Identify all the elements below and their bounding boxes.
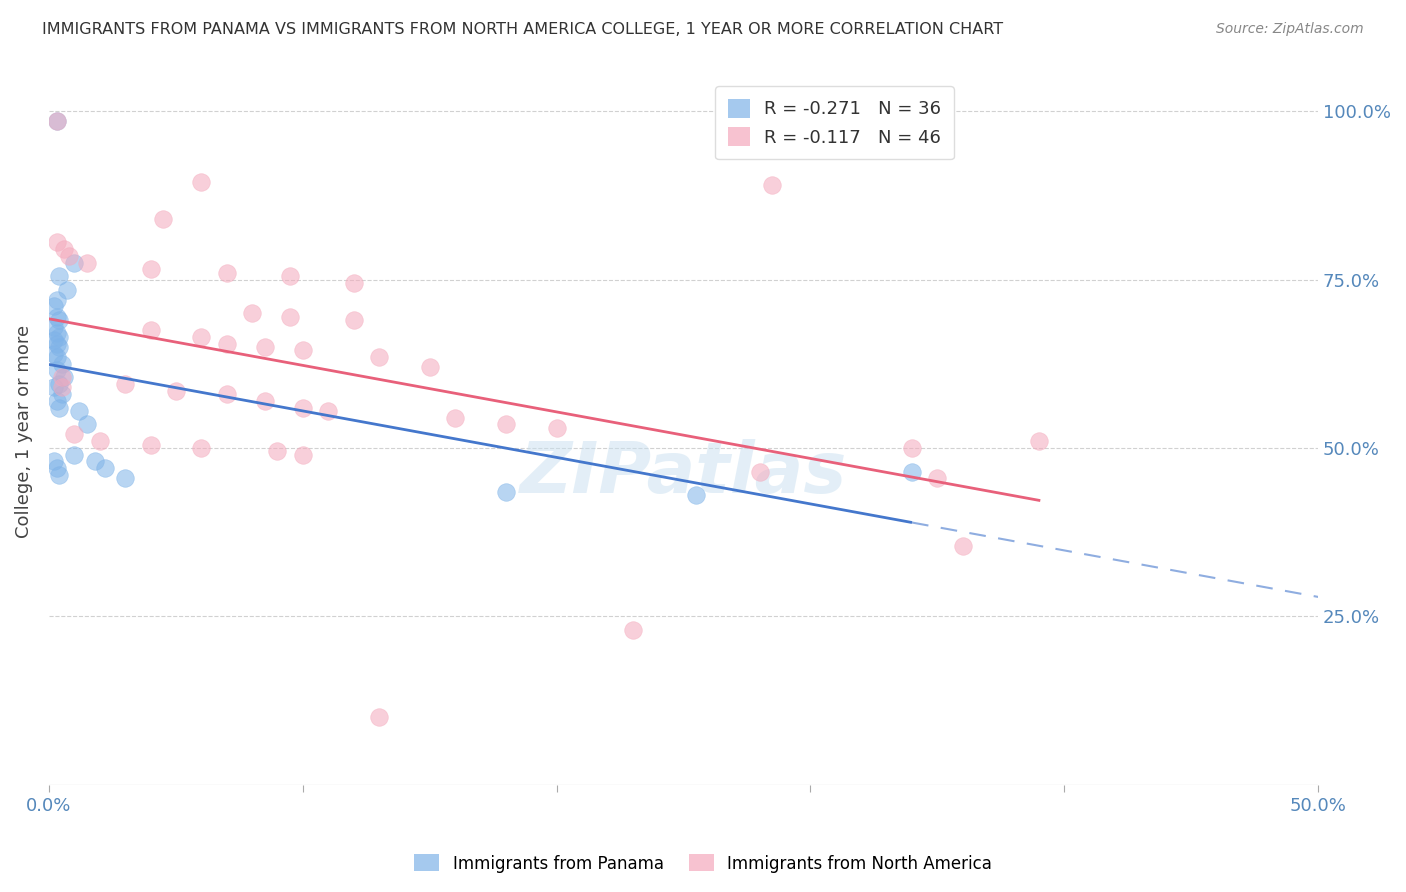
Point [45,363,67,377]
Point [45,393,67,408]
Point [45,310,67,324]
Point [952,539,974,553]
Point [53,242,76,256]
Point [76,417,98,432]
Point [621,623,644,637]
Point [114,376,136,391]
Point [48,401,70,415]
Point [901,465,924,479]
Text: Source: ZipAtlas.com: Source: ZipAtlas.com [1216,22,1364,37]
Point [114,471,136,485]
Point [685,488,707,502]
Point [83,454,105,468]
Point [45,114,67,128]
Point [48,269,70,284]
Point [152,211,174,226]
Point [901,441,924,455]
Y-axis label: College, 1 year or more: College, 1 year or more [15,325,32,538]
Point [139,262,162,277]
Text: ZIPatlas: ZIPatlas [520,439,848,508]
Legend: R = -0.271   N = 36, R = -0.117   N = 46: R = -0.271 N = 36, R = -0.117 N = 46 [716,87,953,160]
Point [51,380,73,394]
Point [45,293,67,307]
Point [63,427,86,442]
Point [165,384,187,398]
Point [42,346,65,360]
Point [76,255,98,269]
Point [42,319,65,334]
Point [368,350,391,364]
Point [45,350,67,364]
Point [342,276,364,290]
Point [67,404,90,418]
Point [444,410,467,425]
Point [48,376,70,391]
Point [55,283,77,297]
Point [546,421,568,435]
Point [45,336,67,351]
Point [495,484,517,499]
Point [190,175,212,189]
Point [51,370,73,384]
Point [291,401,314,415]
Point [42,380,65,394]
Point [266,444,288,458]
Point [45,235,67,250]
Point [139,437,162,451]
Point [42,454,65,468]
Point [215,387,238,401]
Text: IMMIGRANTS FROM PANAMA VS IMMIGRANTS FROM NORTH AMERICA COLLEGE, 1 YEAR OR MORE : IMMIGRANTS FROM PANAMA VS IMMIGRANTS FRO… [42,22,1004,37]
Point [89,434,111,449]
Point [45,326,67,341]
Point [316,404,339,418]
Point [94,461,117,475]
Point [190,330,212,344]
Point [761,178,783,193]
Point [253,340,276,354]
Point [215,266,238,280]
Point [1028,434,1050,449]
Point [240,306,263,320]
Point [368,710,391,724]
Point [48,330,70,344]
Point [253,393,276,408]
Point [495,417,517,432]
Point [51,357,73,371]
Point [291,448,314,462]
Point [190,441,212,455]
Point [278,310,301,324]
Point [45,461,67,475]
Point [53,370,76,384]
Point [291,343,314,358]
Point [748,465,770,479]
Point [48,340,70,354]
Point [42,300,65,314]
Legend: Immigrants from Panama, Immigrants from North America: Immigrants from Panama, Immigrants from … [408,847,998,880]
Point [63,448,86,462]
Point [342,313,364,327]
Point [51,387,73,401]
Point [58,249,80,263]
Point [48,313,70,327]
Point [139,323,162,337]
Point [215,336,238,351]
Point [42,333,65,347]
Point [63,255,86,269]
Point [927,471,949,485]
Point [45,114,67,128]
Point [48,467,70,482]
Point [278,269,301,284]
Point [419,360,441,375]
